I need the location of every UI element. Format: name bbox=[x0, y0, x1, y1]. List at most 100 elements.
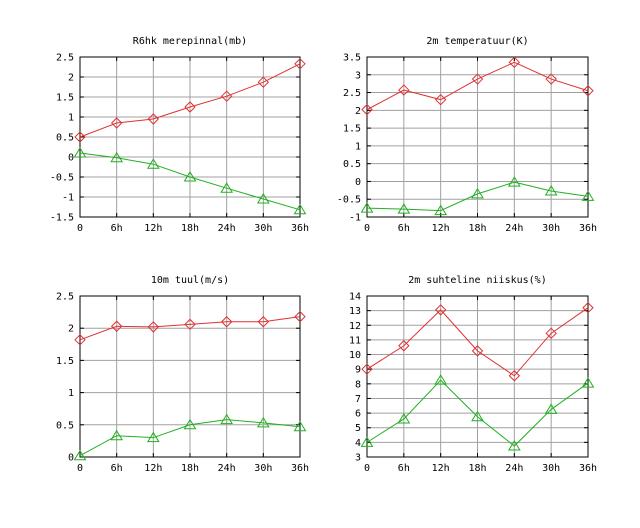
data-point-triangle bbox=[73, 147, 87, 158]
data-point-triangle bbox=[471, 187, 484, 199]
data-point-diamond bbox=[294, 310, 306, 323]
x-tick-label: 30h bbox=[254, 223, 272, 234]
data-point-diamond bbox=[545, 327, 557, 340]
x-tick-label: 36h bbox=[291, 223, 309, 234]
y-tick-label: 2.5 bbox=[56, 292, 74, 303]
data-point-triangle bbox=[397, 203, 411, 214]
x-tick-label: 30h bbox=[254, 463, 272, 474]
y-tick-label: 1 bbox=[68, 388, 74, 399]
data-point-diamond bbox=[74, 334, 86, 346]
x-tick-label: 24h bbox=[505, 463, 523, 474]
data-point-diamond bbox=[294, 58, 306, 70]
data-point-triangle bbox=[471, 410, 484, 422]
x-tick-label: 12h bbox=[432, 223, 450, 234]
series-line-1 bbox=[366, 61, 589, 111]
x-tick-label: 18h bbox=[181, 223, 199, 234]
y-tick-label: 2 bbox=[355, 106, 361, 117]
data-point-diamond bbox=[147, 321, 160, 333]
y-tick-label: 3 bbox=[355, 70, 361, 81]
data-point-diamond bbox=[508, 370, 521, 382]
data-point-triangle bbox=[507, 176, 521, 187]
data-point-diamond bbox=[508, 56, 521, 69]
y-tick-label: -1 bbox=[349, 213, 361, 224]
data-point-diamond bbox=[220, 316, 233, 328]
data-point-triangle bbox=[434, 204, 448, 216]
x-tick-label: 36h bbox=[579, 463, 597, 474]
y-tick-label: 13 bbox=[349, 306, 361, 317]
data-point-triangle bbox=[256, 193, 270, 204]
y-tick-label: 1.5 bbox=[343, 124, 361, 135]
data-point-triangle bbox=[544, 185, 558, 196]
data-point-triangle bbox=[397, 412, 411, 424]
x-tick-label: 0 bbox=[364, 463, 370, 474]
x-tick-label: 0 bbox=[77, 223, 83, 234]
y-tick-label: 0 bbox=[355, 177, 361, 188]
y-tick-label: 2.5 bbox=[56, 53, 74, 64]
x-tick-label: 12h bbox=[432, 463, 450, 474]
data-point-diamond bbox=[361, 103, 373, 116]
y-tick-label: 0.5 bbox=[56, 420, 74, 431]
chart-panel-mslp: R6hk merepinnal(mb) 0 6h 12h 18h 24h 30h 36h 2.5… bbox=[50, 36, 309, 234]
series-line-1 bbox=[79, 316, 301, 341]
y-tick-label: 12 bbox=[349, 321, 361, 332]
series-line-2 bbox=[366, 379, 589, 447]
plot-frame bbox=[79, 295, 301, 458]
y-tick-label: 1.5 bbox=[56, 356, 74, 367]
data-point-triangle bbox=[220, 182, 234, 193]
data-point-triangle bbox=[434, 374, 448, 385]
x-tick-label: 36h bbox=[579, 223, 597, 234]
y-tick-label: 11 bbox=[349, 335, 361, 346]
y-tick-label: -0.5 bbox=[50, 173, 74, 184]
y-tick-label: 1 bbox=[68, 113, 74, 124]
data-point-diamond bbox=[184, 318, 196, 331]
data-point-diamond bbox=[361, 363, 373, 375]
data-point-triangle bbox=[581, 377, 595, 388]
y-tick-label: 7 bbox=[355, 394, 361, 405]
x-tick-label: 36h bbox=[291, 463, 309, 474]
data-point-triangle bbox=[146, 158, 160, 169]
data-point-triangle bbox=[360, 202, 374, 213]
x-tick-label: 6h bbox=[398, 223, 410, 234]
chart-panel-humidity: 2m suhteline niiskus(%)0 6h 12h 18h 24h 30h 36… bbox=[349, 275, 597, 474]
x-tick-label: 6h bbox=[111, 223, 123, 234]
y-tick-label: 6 bbox=[355, 409, 361, 420]
x-tick-label: 6h bbox=[398, 463, 410, 474]
chart-panel-wind: 10m tuul(m/s) 0 6h 12h 18h 24h 30h 36h 2.5 2 1.5 1 0… bbox=[56, 275, 309, 474]
x-tick-label: 30h bbox=[542, 463, 560, 474]
data-point-triangle bbox=[110, 429, 124, 441]
chart-title: 10m tuul(m/s) bbox=[151, 275, 229, 286]
data-point-triangle bbox=[544, 403, 558, 414]
data-point-triangle bbox=[360, 436, 374, 447]
series-line-2 bbox=[79, 419, 301, 457]
data-point-triangle bbox=[183, 171, 197, 182]
y-tick-label: 2.5 bbox=[343, 88, 361, 99]
data-point-diamond bbox=[257, 76, 270, 88]
data-point-triangle bbox=[146, 431, 160, 443]
data-point-diamond bbox=[257, 316, 270, 328]
y-tick-label: -1 bbox=[62, 193, 74, 204]
data-point-diamond bbox=[434, 304, 447, 316]
y-tick-label: 1.5 bbox=[56, 93, 74, 104]
chart-panel-temperature: 2m temperatuur(K) 0 6h 12h 18h 24h 30h 36h 3.5 3 2… bbox=[337, 36, 597, 234]
x-tick-label: 18h bbox=[468, 463, 486, 474]
data-point-triangle bbox=[507, 440, 521, 451]
data-point-triangle bbox=[581, 190, 595, 201]
data-point-diamond bbox=[398, 340, 410, 352]
y-tick-label: 2 bbox=[68, 324, 74, 335]
x-tick-label: 12h bbox=[144, 463, 162, 474]
x-tick-label: 18h bbox=[181, 463, 199, 474]
data-point-diamond bbox=[74, 131, 86, 143]
y-tick-label: 4 bbox=[355, 438, 361, 449]
x-tick-label: 6h bbox=[111, 463, 123, 474]
data-point-diamond bbox=[582, 302, 594, 314]
data-point-diamond bbox=[184, 101, 196, 113]
x-tick-label: 18h bbox=[468, 223, 486, 234]
data-point-diamond bbox=[545, 73, 557, 85]
data-point-diamond bbox=[582, 85, 594, 97]
data-point-diamond bbox=[434, 93, 447, 106]
y-tick-label: 14 bbox=[349, 292, 361, 303]
y-tick-label: 0 bbox=[68, 153, 74, 164]
chart-title: 2m temperatuur(K) bbox=[426, 36, 528, 47]
data-point-diamond bbox=[147, 113, 160, 125]
